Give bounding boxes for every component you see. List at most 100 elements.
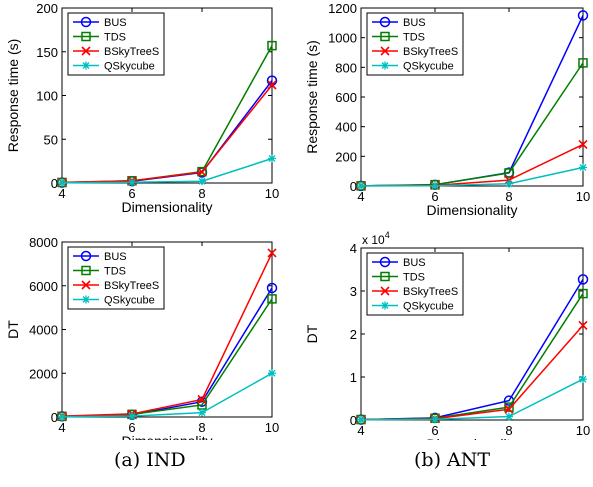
x-axis-label: Dimensionality [121,199,212,215]
caption-ant: (b) ANT [414,449,491,471]
data-point-bskytrees [197,167,207,177]
data-point-bus [266,282,278,294]
x-tick-label: 4 [357,189,364,204]
data-point-tds [504,402,514,412]
y-tick-label: 1200 [328,1,357,16]
y-axis-label: DT [304,324,320,343]
x-tick-label: 10 [576,423,590,438]
data-point-qskycube [357,181,365,190]
legend-label-qskycube: QSkycube [104,61,155,73]
x-tick-label: 6 [128,420,135,435]
legend-label-bus: BUS [104,251,127,263]
data-point-qskycube [431,181,439,190]
legend-marker-tds [81,31,91,42]
x-tick-label: 10 [576,189,590,204]
legend-box [67,12,165,76]
legend-marker-bskytrees [81,280,91,290]
data-point-qskycube [198,408,206,417]
data-point-qskycube [198,177,206,186]
legend-label-bskytrees: BSkyTreeS [403,46,458,58]
x-axis-label: Dimensionality [426,202,517,218]
legend-marker-tds [380,31,390,42]
legend: BUS TDS BSkyTreeS QSkycube [366,12,464,76]
y-tick-label: 800 [335,60,357,75]
y-tick-label: 200 [36,1,58,16]
legend-label-bskytrees: BSkyTreeS [104,46,159,58]
x-tick-label: 8 [505,189,512,204]
legend-marker-qskycube [381,301,389,310]
data-point-tds [197,166,207,177]
x-tick-label: 6 [431,189,438,204]
x-tick-label: 4 [357,423,364,438]
data-point-tds [504,168,514,178]
legend-label-bskytrees: BSkyTreeS [403,286,458,298]
x-tick-label: 6 [431,423,438,438]
legend-marker-tds [81,265,91,276]
data-point-qskycube [579,163,587,172]
legend-marker-bskytrees [81,46,91,56]
legend-box [67,246,165,310]
y-tick-label: 200 [335,149,357,164]
y-tick-label: 0 [51,176,58,191]
y-tick-label: 2000 [29,366,58,381]
y-tick-label: 600 [335,90,357,105]
caption-ind: (a) IND [114,449,186,471]
y-axis-label: Response time (s) [5,39,21,153]
data-point-qskycube [431,415,439,424]
data-point-qskycube [128,412,136,421]
y-tick-label: 400 [335,120,357,135]
data-point-bskytrees [578,320,588,330]
data-point-bus [577,274,589,285]
y-axis-exponent: x 104 [362,230,390,247]
x-tick-label: 10 [265,186,279,201]
data-point-qskycube [58,412,66,421]
legend-label-bus: BUS [403,257,426,269]
data-point-bskytrees [267,80,277,90]
series-line-bskytrees [61,252,273,417]
y-tick-label: 50 [44,132,58,147]
legend: BUS TDS BSkyTreeS QSkycube [67,12,165,76]
legend-box [366,12,464,76]
data-point-bskytrees [197,394,207,405]
legend-label-tds: TDS [403,272,425,284]
y-tick-label: 2 [350,327,357,342]
x-axis-label: Dimensionality [121,433,212,440]
y-tick-label: 1000 [328,31,357,46]
series-line-qskycube [61,157,273,184]
legend-label-bus: BUS [403,17,426,29]
data-point-bus [577,10,589,21]
data-point-qskycube [268,369,276,378]
x-axis-label: Dimensionality [426,436,517,440]
y-tick-label: 8000 [29,235,58,250]
legend-label-qskycube: QSkycube [403,301,454,313]
y-tick-label: 0 [350,179,357,194]
legend-marker-bus [80,250,92,262]
series-line-qskycube [360,166,584,187]
data-point-qskycube [357,415,365,424]
data-point-qskycube [505,179,513,188]
legend-marker-qskycube [82,61,90,70]
panel-ant-dt: 4 6 8 10 0 1 2 3 4 x 104 Dimensionality DT BUS TDS BSk… [304,230,590,440]
legend-label-bskytrees: BSkyTreeS [104,280,159,292]
y-tick-label: 4 [350,241,357,256]
data-point-tds [578,58,588,68]
legend-marker-bus [80,16,92,28]
legend-label-qskycube: QSkycube [403,61,454,73]
data-point-qskycube [268,154,276,163]
data-point-bskytrees [267,248,277,258]
panel-ind-response-time: 4 6 8 10050100150200DimensionalityResponse … [5,1,279,215]
y-tick-label: 0 [51,410,58,425]
data-point-qskycube [505,412,513,421]
x-tick-label: 4 [58,420,65,435]
data-point-qskycube [58,178,66,187]
y-tick-label: 100 [36,89,58,104]
data-point-tds [267,40,277,51]
x-tick-label: 10 [265,420,279,435]
series-line-bskytrees [61,84,273,184]
x-tick-label: 8 [198,186,205,201]
legend-label-tds: TDS [403,32,425,44]
legend-marker-bus [379,16,391,28]
data-point-qskycube [128,178,136,187]
data-point-bskytrees [578,139,588,150]
legend-marker-bskytrees [380,286,390,296]
